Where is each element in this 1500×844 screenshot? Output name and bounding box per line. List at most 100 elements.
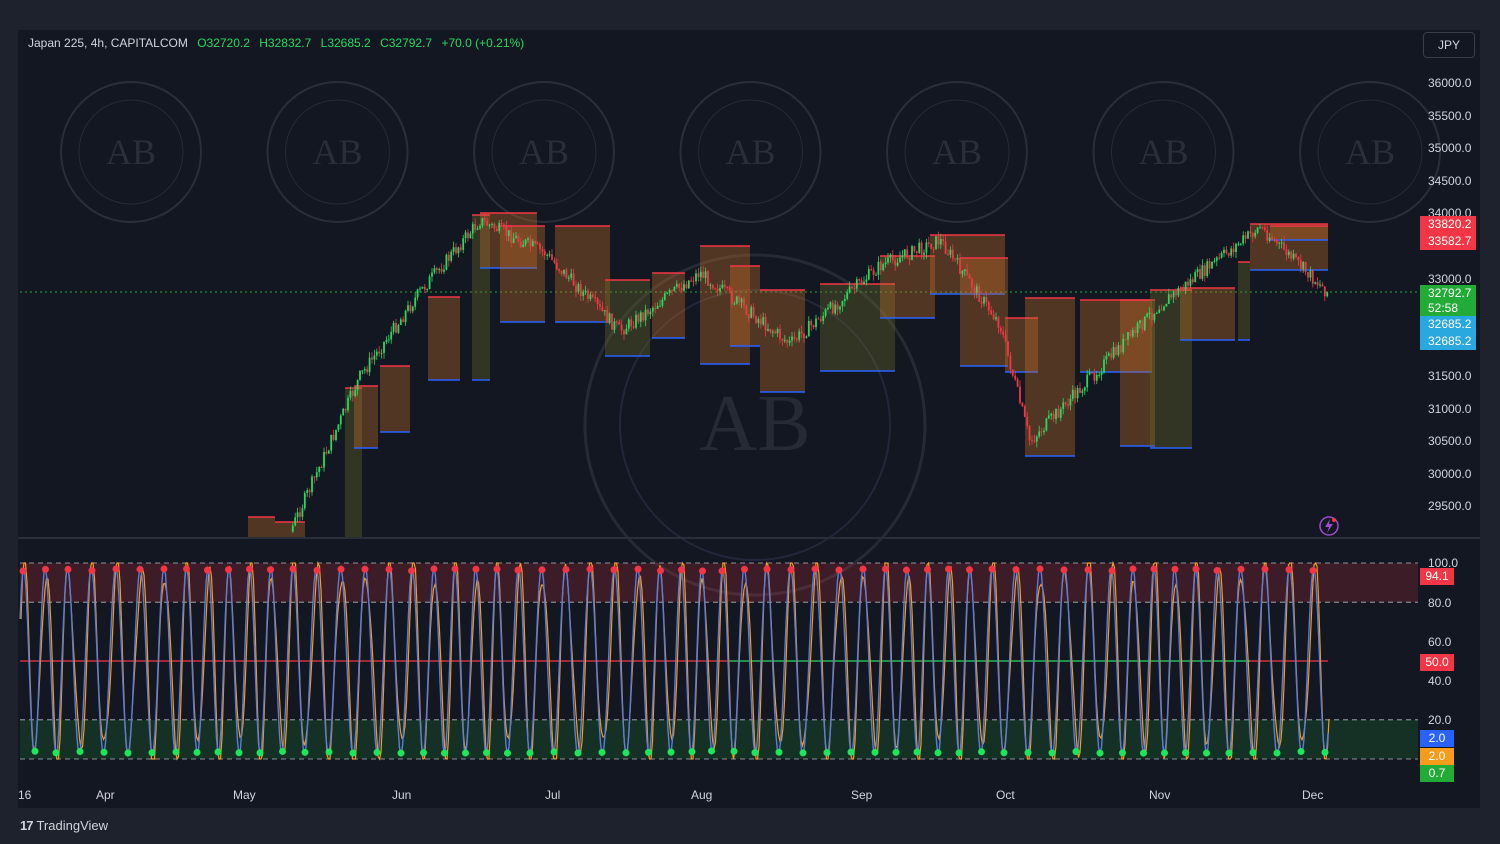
lightning-icon[interactable] xyxy=(1318,515,1340,537)
candle-body xyxy=(1067,403,1069,406)
oversold-signal-dot xyxy=(397,749,405,757)
candle-body xyxy=(990,310,993,315)
chart-frame[interactable] xyxy=(18,30,1480,808)
overbought-signal-dot xyxy=(289,565,297,573)
candle-body xyxy=(735,296,738,304)
candle-body xyxy=(1064,402,1067,404)
candle-body xyxy=(1323,286,1326,297)
candle-body xyxy=(313,476,316,478)
candle-body xyxy=(1141,320,1144,331)
oversold-signal-dot xyxy=(504,749,511,757)
watermark-emblem xyxy=(1092,81,1235,223)
candle-body xyxy=(793,336,796,339)
overbought-signal-dot xyxy=(385,565,393,573)
time-tick-label: Apr xyxy=(96,788,115,802)
oversold-signal-dot xyxy=(349,749,357,757)
oversold-signal-dot xyxy=(373,748,381,756)
candle-body xyxy=(1278,242,1281,244)
oversold-signal-dot xyxy=(1119,749,1126,757)
candle-body xyxy=(1134,330,1137,333)
symbol-name[interactable]: Japan 225, 4h, CAPITALCOM xyxy=(28,36,188,50)
overbought-signal-dot xyxy=(763,565,771,573)
candle-body xyxy=(673,286,676,291)
oversold-signal-dot xyxy=(978,748,985,756)
candle-body xyxy=(423,286,426,290)
candle-body xyxy=(1283,242,1285,250)
candle-body xyxy=(618,322,621,325)
candle-body xyxy=(1230,248,1233,256)
candle-body xyxy=(519,241,522,248)
candle-body xyxy=(906,249,909,258)
candle-body xyxy=(639,312,642,322)
candle-body xyxy=(510,230,513,244)
candle-body xyxy=(759,319,762,325)
candle-body xyxy=(865,279,868,282)
oversold-signal-dot xyxy=(301,748,309,756)
candle-body xyxy=(589,294,592,299)
candle-body xyxy=(707,271,709,286)
overbought-signal-dot xyxy=(610,566,618,574)
candle-body xyxy=(1088,372,1091,375)
candle-body xyxy=(1004,335,1007,342)
candle-body xyxy=(1043,430,1045,433)
candle-body xyxy=(649,311,652,315)
candle-body xyxy=(1124,338,1127,340)
candle-body xyxy=(891,254,894,261)
candle-body xyxy=(419,288,421,290)
currency-button[interactable]: JPY xyxy=(1423,32,1475,58)
candle-body xyxy=(711,284,714,289)
overbought-signal-dot xyxy=(988,565,996,573)
tradingview-brand[interactable]: 17 TradingView xyxy=(20,818,108,833)
candle-body xyxy=(1215,257,1218,261)
candle-body xyxy=(683,284,685,291)
sr-zone-box xyxy=(428,297,460,380)
candle-body xyxy=(426,289,429,291)
oversold-signal-dot xyxy=(526,749,534,757)
oversold-signal-dot xyxy=(279,747,286,755)
candle-body xyxy=(1194,272,1197,283)
candle-body xyxy=(1148,312,1151,314)
candle-body xyxy=(1316,282,1319,286)
candle-body xyxy=(1083,387,1086,391)
candle-body xyxy=(601,306,604,312)
watermark-text: AB xyxy=(312,132,362,172)
candle-body xyxy=(498,223,501,232)
candle-body xyxy=(935,236,937,249)
candle-body xyxy=(383,341,385,353)
candle-body xyxy=(594,296,597,299)
center-watermark-emblem xyxy=(583,253,927,597)
candle-body xyxy=(457,247,460,254)
candle-body xyxy=(1309,270,1312,278)
overbought-signal-dot xyxy=(267,566,274,574)
overbought-signal-dot xyxy=(699,567,706,575)
candle-body xyxy=(404,310,407,323)
candle-body xyxy=(1223,249,1225,254)
symbol-legend[interactable]: Japan 225, 4h, CAPITALCOM O32720.2 H3283… xyxy=(28,36,530,50)
candle-body xyxy=(663,293,666,300)
candle-body xyxy=(1319,284,1321,286)
oversold-signal-dot xyxy=(193,748,201,756)
sr-zone-box xyxy=(380,366,410,432)
price-tick-label: 36000.0 xyxy=(1428,76,1472,90)
candle-body xyxy=(1009,355,1012,370)
candle-body xyxy=(620,324,623,331)
candle-body xyxy=(452,247,455,252)
oversold-signal-dot xyxy=(1072,748,1080,756)
watermark-layer: AB AB AB AB AB AB AB AB xyxy=(60,81,1441,597)
watermark-text: AB xyxy=(1345,132,1395,172)
candle-body xyxy=(1047,415,1050,419)
candle-body xyxy=(1297,256,1300,261)
candle-body xyxy=(783,339,786,341)
candle-body xyxy=(899,257,901,263)
candle-body xyxy=(500,223,503,225)
sr-zone-box xyxy=(1270,226,1328,240)
candle-body xyxy=(1189,279,1192,286)
candle-body xyxy=(944,241,947,254)
candle-body xyxy=(611,313,613,330)
candle-body xyxy=(327,450,330,454)
oversold-signal-dot xyxy=(1321,748,1329,756)
candle-body xyxy=(637,314,640,322)
candle-body xyxy=(1170,294,1173,298)
oversold-signal-dot xyxy=(1161,749,1168,757)
